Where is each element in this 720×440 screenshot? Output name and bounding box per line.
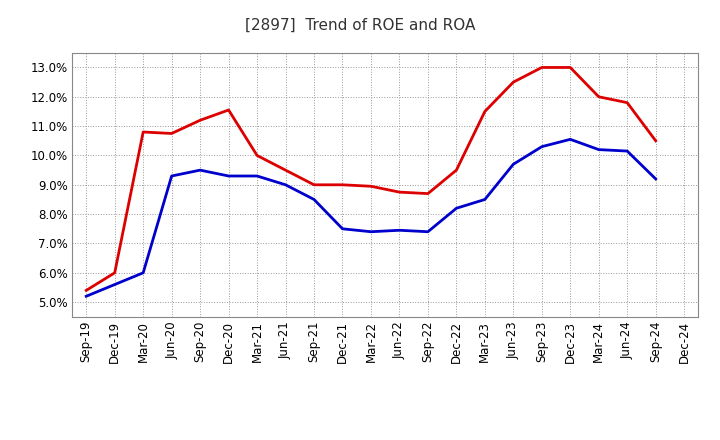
Text: [2897]  Trend of ROE and ROA: [2897] Trend of ROE and ROA xyxy=(245,18,475,33)
ROE xyxy=(167,131,176,136)
ROA xyxy=(366,229,375,235)
ROE xyxy=(480,109,489,114)
ROE xyxy=(310,182,318,187)
ROA xyxy=(423,229,432,235)
ROE xyxy=(82,288,91,293)
ROA xyxy=(395,227,404,233)
ROE xyxy=(509,80,518,85)
ROE xyxy=(395,190,404,195)
ROA xyxy=(282,182,290,187)
ROE xyxy=(253,153,261,158)
ROE xyxy=(452,168,461,173)
ROE xyxy=(110,270,119,275)
ROA xyxy=(196,168,204,173)
ROA xyxy=(566,137,575,142)
ROA xyxy=(139,270,148,275)
ROE xyxy=(196,117,204,123)
ROA xyxy=(167,173,176,179)
ROE xyxy=(566,65,575,70)
ROA xyxy=(110,282,119,287)
ROE xyxy=(537,65,546,70)
ROE xyxy=(623,100,631,105)
ROA xyxy=(310,197,318,202)
ROA xyxy=(652,176,660,182)
ROE xyxy=(139,129,148,135)
ROA xyxy=(338,226,347,231)
ROA xyxy=(537,144,546,149)
ROA xyxy=(253,173,261,179)
ROA xyxy=(623,148,631,154)
Line: ROA: ROA xyxy=(86,139,656,296)
ROA xyxy=(82,293,91,299)
ROA xyxy=(452,205,461,211)
ROE xyxy=(423,191,432,196)
ROE xyxy=(282,168,290,173)
ROA xyxy=(509,161,518,167)
ROE xyxy=(366,183,375,189)
ROE xyxy=(652,138,660,143)
ROE xyxy=(225,107,233,113)
ROA xyxy=(225,173,233,179)
ROA xyxy=(480,197,489,202)
ROE xyxy=(338,182,347,187)
ROE xyxy=(595,94,603,99)
Line: ROE: ROE xyxy=(86,67,656,290)
ROA xyxy=(595,147,603,152)
